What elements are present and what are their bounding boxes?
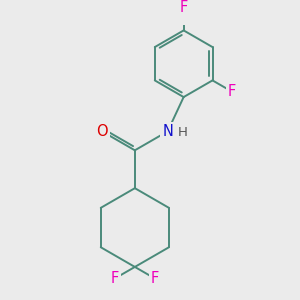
Text: F: F [228,84,236,99]
Text: N: N [162,124,173,139]
Text: F: F [150,271,159,286]
Text: F: F [179,0,188,15]
Text: F: F [111,271,119,286]
Text: H: H [178,126,188,140]
Text: O: O [96,124,108,139]
